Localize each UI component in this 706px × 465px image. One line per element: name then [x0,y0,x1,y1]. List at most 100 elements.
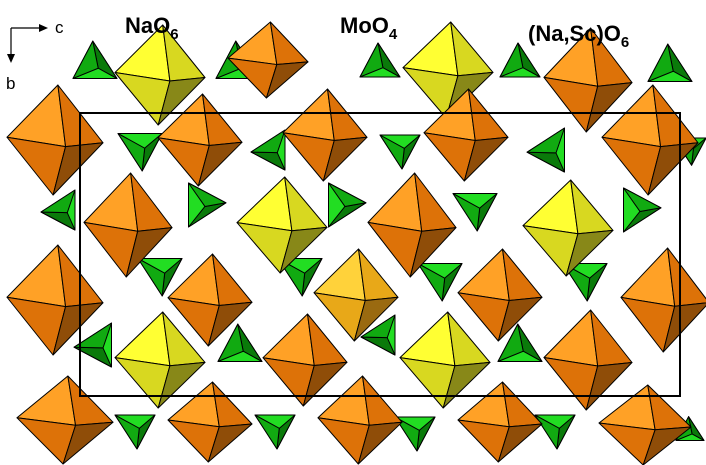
tetrahedron-face [359,42,384,78]
moo4-tetrahedron [254,414,296,450]
octahedron-face [202,93,243,147]
octahedron-face [327,88,368,142]
tetrahedron-face [114,414,140,450]
c-axis-arrowhead-icon [39,24,48,32]
octahedron-face [52,302,104,356]
na-octahedron [313,248,399,342]
octahedron-face [502,381,543,428]
nasc-octahedron [236,176,328,274]
moo4-tetrahedron [526,127,565,173]
octahedron-face [358,248,399,302]
moo4-tetrahedron [328,182,367,228]
tetrahedron-face [188,182,227,207]
tetrahedron-face [137,258,166,297]
octahedron-face [130,172,173,232]
tetrahedron-face [72,40,99,79]
octahedron-face [265,61,309,99]
moo4-tetrahedron [360,314,396,356]
tetrahedron-face [328,182,367,207]
octahedron-face [502,248,543,302]
unit-cell-outline [79,112,681,397]
moo4-tetrahedron [623,187,662,233]
octahedron-face [442,361,491,409]
na-octahedron [167,253,253,347]
moo4-tetrahedron [647,43,693,82]
moo4-tetrahedron [534,414,576,450]
octahedron-face [362,375,403,426]
octahedra-layer [6,21,706,465]
tetrahedron-face [526,127,565,154]
octahedron-face [367,172,423,232]
octahedron-face [585,362,633,411]
moo4-tetrahedron [72,40,118,79]
na-octahedron [317,375,403,465]
axis-indicator: c b [6,18,64,93]
octahedron-face [279,226,328,274]
na-octahedron [601,84,699,196]
octahedron-face [83,172,139,232]
nasc-octahedron [402,21,494,119]
octahedron-face [647,384,692,431]
octahedron-face [322,136,368,182]
octahedron-face [662,302,706,353]
octahedron-face [212,381,253,428]
moo4-tetrahedra-layer [40,40,706,452]
moo4-tetrahedron [499,42,541,78]
b-axis-label: b [6,74,15,93]
moo4-tetrahedron [137,258,183,297]
na-octahedron [367,172,457,278]
na-octahedron [157,93,243,187]
nasc-octahedron [114,24,206,126]
octahedron-face [497,423,543,463]
octahedron-face [6,84,67,148]
octahedron-face [667,247,706,307]
nasc-octahedron [399,311,491,409]
octahedron-face [457,381,510,428]
moo4-tetrahedron [417,263,463,302]
tetrahedron-face [497,323,524,362]
octahedron-face [236,176,293,232]
na-octahedron [262,313,348,407]
octahedron-face [125,227,173,278]
tetrahedron-face [40,189,76,214]
octahedron-face [652,84,699,148]
tetrahedron-face [499,42,524,78]
na-octahedron [457,381,543,463]
tetrahedron-face [117,133,146,172]
moo4-tetrahedron [40,189,76,231]
tetrahedron-face [417,263,446,302]
tetrahedron-face [394,416,420,452]
na-octahedron [167,381,253,463]
octahedron-face [353,296,399,342]
nasc-o6-label: (Na,Sc)O6 [528,21,629,51]
tetrahedron-face [647,43,674,82]
octahedron-face [357,421,403,465]
octahedron-face [590,309,633,367]
octahedron-face [409,227,457,278]
moo4-tetrahedron [250,129,286,171]
octahedron-face [414,172,457,232]
octahedron-face [114,311,171,367]
octahedron-face [620,247,676,307]
moo4-tetrahedron [379,134,421,170]
moo4-tetrahedron [452,193,498,232]
octahedron-face [207,423,253,463]
na-octahedron [83,172,173,278]
octahedron-face [52,142,104,196]
octahedron-face [497,296,543,342]
octahedron-face [402,21,459,77]
tetrahedron-face [623,187,662,212]
na-octahedron [6,244,104,356]
octahedron-face [598,384,656,431]
octahedron-face [543,309,599,367]
octahedron-face [457,248,510,302]
octahedron-face [399,311,456,367]
moo4-tetrahedron [188,182,227,228]
na-octahedron [423,88,509,182]
na-octahedron [598,384,692,465]
tetrahedron-face [250,129,286,154]
tetrahedron-face [254,414,280,450]
octahedron-face [157,361,206,409]
na-octahedron [282,88,368,182]
